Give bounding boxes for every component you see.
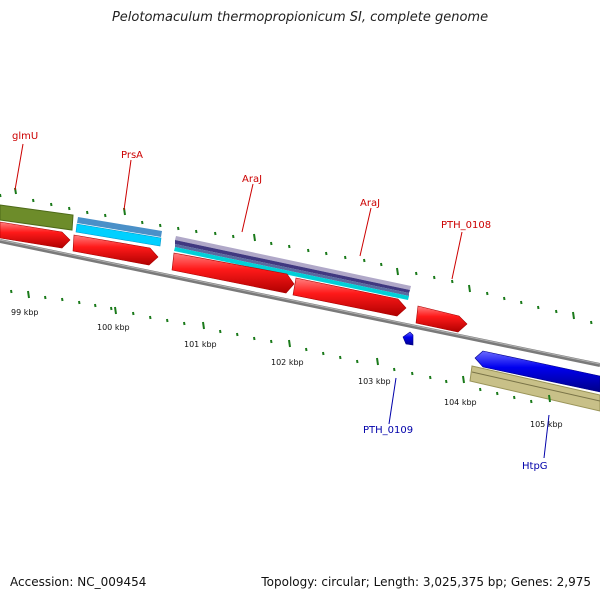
gene-label-pth0109[interactable]: PTH_0109 [363, 425, 413, 436]
ruler-label-102: 102 kbp [271, 358, 304, 367]
ruler-label-103: 103 kbp [358, 377, 391, 386]
cds-pth0109 [402, 331, 414, 346]
gene-label-pth0108[interactable]: PTH_0108 [441, 220, 491, 231]
gene-label-araj-1[interactable]: AraJ [242, 174, 262, 185]
cds-arrow-5 [415, 305, 468, 333]
leader-lines-reverse [388, 377, 550, 459]
outer-tick-track [0, 187, 593, 325]
inner-ruler-ticks [10, 289, 551, 404]
genome-title: Pelotomaculum thermopropionicum SI, comp… [111, 10, 489, 25]
ruler-labels: 99 kbp 100 kbp 101 kbp 102 kbp 103 kbp 1… [11, 308, 563, 429]
gene-label-araj-2[interactable]: AraJ [360, 198, 380, 209]
gene-labels: glmU PrsA AraJ AraJ PTH_0108 PTH_0109 Ht… [12, 131, 548, 472]
leader-lines-forward [14, 143, 463, 280]
cds-arrow-3 [171, 252, 295, 294]
cds-htpg-tan [469, 365, 600, 412]
accession-text: Accession: NC_009454 [10, 575, 147, 589]
ruler-label-104: 104 kbp [444, 398, 477, 407]
reverse-cds[interactable] [402, 331, 600, 412]
gene-label-glmu[interactable]: glmU [12, 131, 38, 142]
ruler-label-100: 100 kbp [97, 323, 130, 332]
ruler-label-99: 99 kbp [11, 308, 39, 317]
cds-arrow-2 [72, 234, 159, 266]
gene-label-htpg[interactable]: HtpG [522, 461, 548, 472]
ruler-label-105: 105 kbp [530, 420, 563, 429]
cds-araj-band[interactable] [174, 236, 411, 300]
cds-prsa-strips[interactable] [75, 217, 162, 247]
cds-arrow-1 [0, 221, 71, 249]
gene-label-prsa[interactable]: PrsA [121, 150, 143, 161]
genome-backbone [0, 239, 600, 367]
cds-glmu[interactable] [0, 204, 74, 231]
cds-arrow-4 [292, 277, 407, 317]
genome-summary-text: Topology: circular; Length: 3,025,375 bp… [261, 575, 591, 589]
ruler-label-101: 101 kbp [184, 340, 217, 349]
cds-htpg-blue [474, 350, 600, 393]
forward-cds-arrows[interactable] [0, 221, 468, 333]
